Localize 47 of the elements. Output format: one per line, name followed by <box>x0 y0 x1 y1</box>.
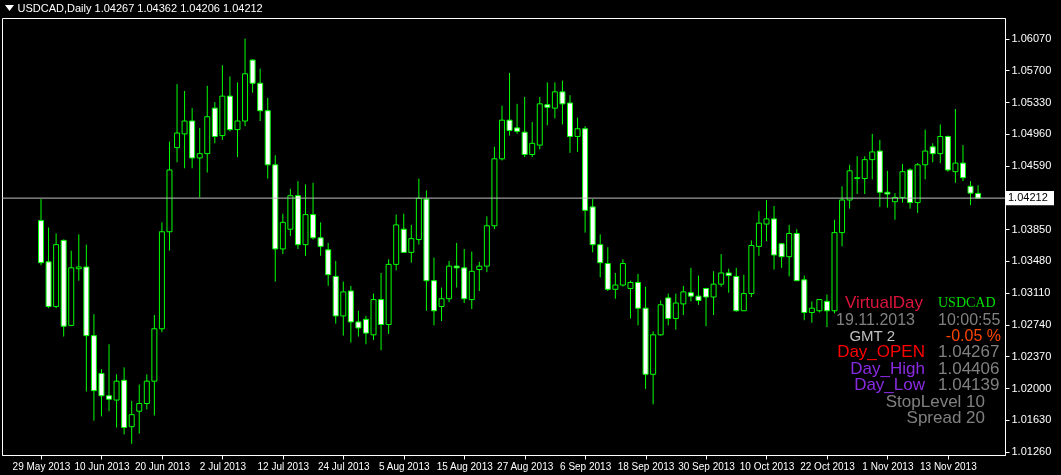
annotation: Day_OPEN <box>837 342 925 361</box>
x-tick-label: 15 Aug 2013 <box>436 460 494 472</box>
y-tick-label: 1.01630 <box>1011 413 1052 426</box>
y-tick-label: 1.04960 <box>1011 127 1052 140</box>
y-tick-label: 1.05330 <box>1011 95 1052 108</box>
y-tick-label: 1.04590 <box>1011 159 1052 172</box>
y-tick-label: 1.03480 <box>1011 254 1052 267</box>
x-tick-label: 10 Jun 2013 <box>74 460 130 472</box>
annotation: -0.05 % <box>945 327 1001 344</box>
annotation: VirtualDay <box>844 293 924 312</box>
y-tick-label: 1.05700 <box>1011 63 1052 76</box>
y-tick-label: 1.02740 <box>1011 318 1052 330</box>
x-tick-label: 2 Jul 2013 <box>199 460 247 472</box>
x-tick-label: 10 Oct 2013 <box>739 460 795 472</box>
y-tick-label: 1.03850 <box>1011 222 1052 235</box>
annotation: 1.04267 <box>938 342 1000 361</box>
annotation: 1.04406 <box>938 359 1000 378</box>
x-tick-label: 30 Sep 2013 <box>678 460 736 472</box>
annotation: GMT 2 <box>849 327 895 344</box>
annotation: 10:00:55 <box>938 311 1001 328</box>
x-tick-label: 6 Sep 2013 <box>560 460 612 472</box>
x-tick-label: 29 May 2013 <box>12 460 71 472</box>
annotation: Day_High <box>850 359 925 378</box>
chart-title: USDCAD,Daily 1.04267 1.04362 1.04206 1.04212 <box>17 2 263 14</box>
x-tick-label: 18 Sep 2013 <box>617 460 675 472</box>
y-tick-label: 1.01260 <box>1011 445 1052 458</box>
annotation: 19.11.2013 <box>836 311 916 328</box>
candlestick <box>725 268 732 294</box>
candlestick <box>476 261 483 292</box>
x-tick-label: 24 Jul 2013 <box>317 460 371 472</box>
x-tick-label: 27 Aug 2013 <box>497 460 554 472</box>
candlestick <box>128 400 135 445</box>
y-tick-label: 1.06070 <box>1011 32 1052 45</box>
x-tick-label: 22 Oct 2013 <box>800 460 856 472</box>
y-tick-label: 1.02000 <box>1011 381 1052 394</box>
y-tick-label: 1.03110 <box>1011 286 1051 299</box>
x-tick-label: 12 Jul 2013 <box>257 460 310 472</box>
y-tick-label: 1.02370 <box>1011 349 1052 362</box>
annotation: USDCAD <box>938 295 996 310</box>
x-tick-label: 1 Nov 2013 <box>862 460 914 472</box>
x-tick-label: 20 Jun 2013 <box>134 460 191 472</box>
ref-line-label: 1.04212 <box>1008 191 1048 204</box>
x-tick-label: 13 Nov 2013 <box>920 460 978 472</box>
candlestick <box>136 384 143 435</box>
annotation: StopLevel 10 <box>885 392 985 411</box>
annotation: 1.04139 <box>938 375 1000 394</box>
x-tick-label: 5 Aug 2013 <box>378 460 430 472</box>
